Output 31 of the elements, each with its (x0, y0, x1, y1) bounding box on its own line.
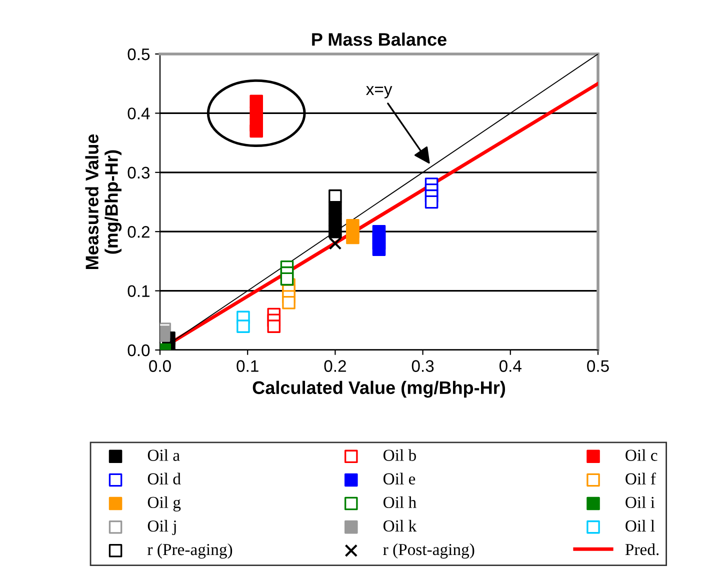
y-tick-label: 0.5 (128, 48, 150, 60)
legend-label: Oil g (148, 496, 181, 512)
x-axis-title: Calculated Value (mg/Bhp-Hr) (252, 380, 506, 398)
legend-label: Oil d (148, 472, 181, 485)
legend-label: r (Pre-aging) (148, 543, 232, 559)
legend-label: Oil h (383, 496, 416, 508)
legend-label: Oil i (626, 496, 655, 508)
legend-label: Oil f (626, 472, 656, 485)
legend-label: Pred. (625, 543, 659, 556)
x-tick-label: 0.0 (149, 360, 171, 372)
y-tick-label: 0.0 (128, 344, 150, 356)
y-tick-label: 0.2 (128, 226, 150, 238)
legend-label: Oil k (383, 520, 417, 532)
y-tick-label: 0.1 (128, 285, 150, 298)
y-tick-label: 0.4 (128, 108, 150, 120)
x-tick-label: 0.2 (324, 360, 346, 372)
y-axis-title: Measured Value (mg/Bhp-Hr) (85, 134, 122, 270)
x-tick-label: 0.3 (412, 360, 434, 372)
x-tick-label: 0.1 (236, 360, 258, 372)
legend-label: Oil a (148, 449, 180, 461)
legend-label: Oil l (626, 520, 655, 532)
chart-title: P Mass Balance (312, 32, 446, 46)
x-tick-label: 0.4 (499, 360, 522, 372)
legend-label: Oil j (148, 520, 176, 536)
x-tick-label: 0.5 (587, 360, 609, 372)
legend-label: r (Post-aging) (383, 543, 474, 559)
legend-label: Oil e (383, 472, 416, 485)
y-tick-label: 0.3 (128, 166, 150, 179)
legend-label: Oil b (383, 449, 416, 461)
legend-label: Oil c (626, 449, 658, 461)
annotation: x=y (366, 86, 392, 98)
